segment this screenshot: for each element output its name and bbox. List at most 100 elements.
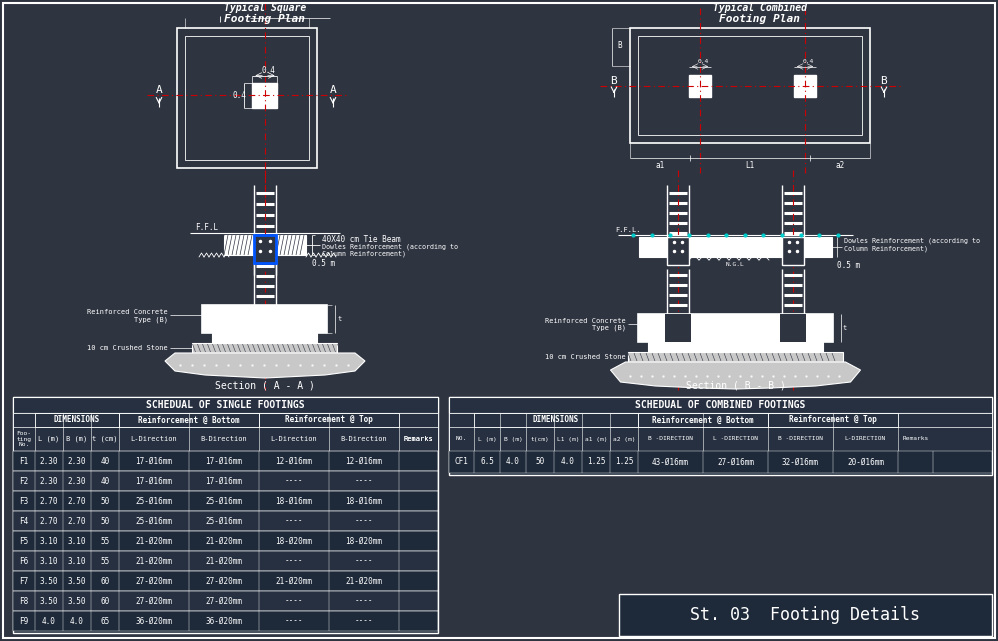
Text: 2.30: 2.30 xyxy=(40,456,58,465)
Text: 0.4: 0.4 xyxy=(802,59,813,64)
Bar xyxy=(648,342,823,352)
Text: 18-Ø16mm: 18-Ø16mm xyxy=(345,497,382,506)
Text: CF1: CF1 xyxy=(454,458,468,467)
Bar xyxy=(768,413,898,427)
Text: 4.0: 4.0 xyxy=(506,458,520,467)
Bar xyxy=(13,611,438,631)
Bar xyxy=(276,235,306,255)
Bar xyxy=(177,28,317,168)
Text: 50: 50 xyxy=(101,517,110,526)
Text: 43-Ø16mm: 43-Ø16mm xyxy=(652,458,689,467)
Bar xyxy=(13,511,438,531)
Text: 25-Ø16mm: 25-Ø16mm xyxy=(206,517,243,526)
Text: 2.30: 2.30 xyxy=(68,476,86,485)
Bar xyxy=(13,591,438,611)
Text: 3.10: 3.10 xyxy=(68,556,86,565)
Text: St. 03  Footing Details: St. 03 Footing Details xyxy=(691,606,920,624)
Bar xyxy=(213,333,317,343)
Text: 25-Ø16mm: 25-Ø16mm xyxy=(136,517,173,526)
Bar xyxy=(449,451,992,473)
Text: L (m): L (m) xyxy=(38,436,60,442)
Text: 40: 40 xyxy=(101,456,110,465)
Text: Remarks: Remarks xyxy=(403,436,433,442)
Text: N.G.L: N.G.L xyxy=(727,263,745,267)
Text: a1 (m): a1 (m) xyxy=(585,437,607,442)
Text: 3.50: 3.50 xyxy=(40,597,58,606)
Bar xyxy=(119,413,259,427)
Bar xyxy=(13,397,438,633)
Text: ----: ---- xyxy=(354,556,373,565)
Text: 4.0: 4.0 xyxy=(42,617,56,626)
Text: F9: F9 xyxy=(19,617,29,626)
Text: DIMENSIONS: DIMENSIONS xyxy=(533,415,579,424)
Text: 25-Ø16mm: 25-Ø16mm xyxy=(206,497,243,506)
Bar xyxy=(193,343,337,353)
Text: Typical Square: Typical Square xyxy=(224,3,306,13)
Text: 2.30: 2.30 xyxy=(40,476,58,485)
Text: ----: ---- xyxy=(284,517,303,526)
Bar xyxy=(638,314,833,342)
Text: Reinforced Concrete: Reinforced Concrete xyxy=(545,318,626,324)
Text: 40: 40 xyxy=(101,476,110,485)
Text: t: t xyxy=(337,316,341,322)
Text: 3.10: 3.10 xyxy=(68,537,86,545)
Text: Reinforcement @ Bottom: Reinforcement @ Bottom xyxy=(138,415,240,424)
Text: 21-Ø20mm: 21-Ø20mm xyxy=(275,576,312,585)
Text: F7: F7 xyxy=(19,576,29,585)
Text: 27-Ø20mm: 27-Ø20mm xyxy=(136,576,173,585)
Text: t (cm): t (cm) xyxy=(92,436,118,442)
Text: NO.: NO. xyxy=(456,437,467,442)
Text: t: t xyxy=(843,325,847,331)
Text: Dowles Reinforcement (according to: Dowles Reinforcement (according to xyxy=(844,238,980,244)
Text: Type (B): Type (B) xyxy=(134,317,168,323)
Text: 25-Ø16mm: 25-Ø16mm xyxy=(136,497,173,506)
Bar xyxy=(619,594,992,636)
Bar xyxy=(638,36,862,135)
Text: 60: 60 xyxy=(101,576,110,585)
Text: F1: F1 xyxy=(19,456,29,465)
Text: ----: ---- xyxy=(284,597,303,606)
Text: F.F.L: F.F.L xyxy=(196,224,219,233)
Text: F2: F2 xyxy=(19,476,29,485)
Bar xyxy=(689,74,711,97)
Bar xyxy=(665,314,691,342)
Text: 17-Ø16mm: 17-Ø16mm xyxy=(206,476,243,485)
Text: 21-Ø20mm: 21-Ø20mm xyxy=(206,556,243,565)
Bar xyxy=(449,397,992,413)
Text: 21-Ø20mm: 21-Ø20mm xyxy=(136,556,173,565)
Text: a2: a2 xyxy=(835,162,844,171)
Bar xyxy=(13,413,438,451)
Text: 3.50: 3.50 xyxy=(40,576,58,585)
Bar xyxy=(254,235,276,263)
Text: F6: F6 xyxy=(19,556,29,565)
Text: Column Reinforcement): Column Reinforcement) xyxy=(844,246,928,253)
Text: F3: F3 xyxy=(19,497,29,506)
Text: 18-Ø16mm: 18-Ø16mm xyxy=(275,497,312,506)
Text: 2.70: 2.70 xyxy=(40,517,58,526)
Text: 3.50: 3.50 xyxy=(68,597,86,606)
Text: L-DIRECTION: L-DIRECTION xyxy=(845,437,886,442)
Text: A: A xyxy=(329,85,336,95)
Text: 10 cm Crushed Stone: 10 cm Crushed Stone xyxy=(545,354,626,360)
Text: 27-Ø20mm: 27-Ø20mm xyxy=(206,576,243,585)
Text: 18-Ø20mm: 18-Ø20mm xyxy=(345,537,382,545)
Text: Column Reinforcement): Column Reinforcement) xyxy=(322,251,406,257)
Text: SCHEDUAL OF SINGLE FOOTINGS: SCHEDUAL OF SINGLE FOOTINGS xyxy=(146,400,304,410)
Text: B -DIRECTION: B -DIRECTION xyxy=(648,437,693,442)
Text: 40X40 cm Tie Beam: 40X40 cm Tie Beam xyxy=(322,235,400,244)
Bar xyxy=(449,397,992,475)
Text: 21-Ø20mm: 21-Ø20mm xyxy=(345,576,382,585)
Text: Footing Plan: Footing Plan xyxy=(225,14,305,24)
Text: B: B xyxy=(880,76,887,85)
Text: B: B xyxy=(611,76,618,85)
Text: 0.5 m: 0.5 m xyxy=(837,260,860,269)
Bar xyxy=(794,74,816,97)
Text: F4: F4 xyxy=(19,517,29,526)
Text: 10 cm Crushed Stone: 10 cm Crushed Stone xyxy=(87,345,168,351)
Text: 2.70: 2.70 xyxy=(40,497,58,506)
Text: 17-Ø16mm: 17-Ø16mm xyxy=(136,456,173,465)
Text: F5: F5 xyxy=(19,537,29,545)
Text: ----: ---- xyxy=(354,476,373,485)
Text: 20-Ø16mm: 20-Ø16mm xyxy=(847,458,884,467)
Text: 27-Ø20mm: 27-Ø20mm xyxy=(136,597,173,606)
